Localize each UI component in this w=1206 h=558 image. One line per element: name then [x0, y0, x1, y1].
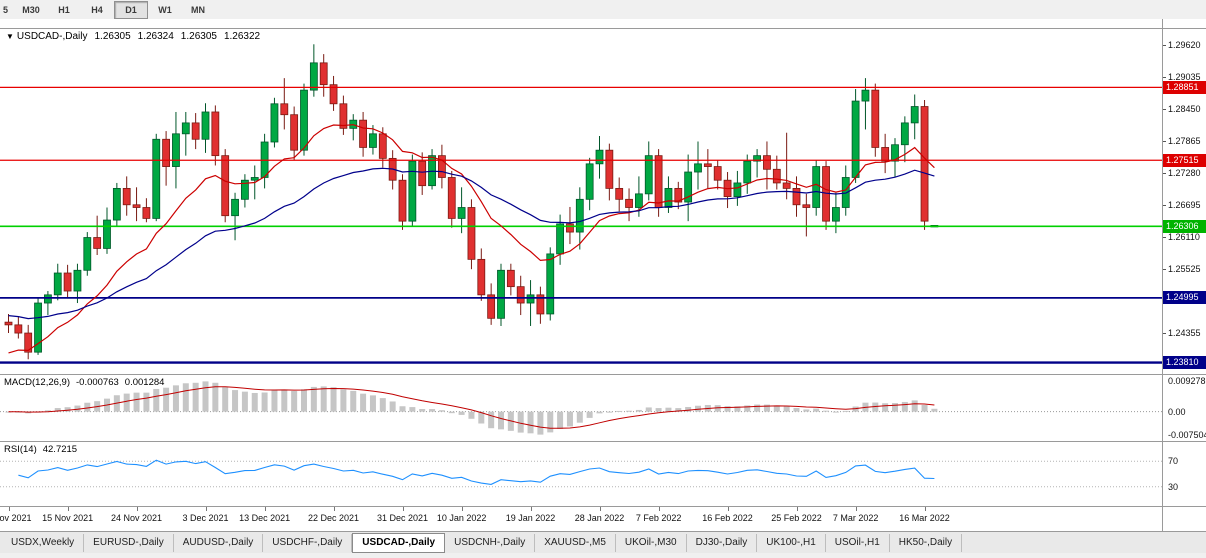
timeframe-button-d1[interactable]: D1 — [114, 0, 148, 19]
price-scale-label: 1.26110 — [1168, 231, 1200, 242]
price-scale-tick — [1163, 45, 1166, 47]
price-scale-tick — [1163, 236, 1166, 238]
timeframe-button-5[interactable]: 5 — [2, 4, 8, 15]
chart-tab-xauusd-m5[interactable]: XAUUSD-,M5 — [535, 533, 616, 552]
timeframe-toolbar: 5 M30 H1 H4 D1 W1 MN — [0, 0, 1206, 20]
price-scale-tick — [1163, 109, 1166, 111]
price-scale-tick — [1163, 205, 1166, 207]
pane-separator — [0, 506, 1206, 507]
price-badge: 1.26306 — [1163, 219, 1206, 233]
time-axis-tick — [264, 507, 266, 511]
price-scale-label: 1.24355 — [1168, 327, 1201, 338]
chart-tab-audusd-daily[interactable]: AUDUSD-,Daily — [174, 533, 264, 552]
pane-separator[interactable] — [0, 374, 1206, 375]
time-axis-label: 7 Feb 2022 — [635, 513, 682, 523]
time-axis-tick — [333, 507, 335, 511]
chart-tab-hk50-daily[interactable]: HK50-,Daily — [890, 533, 963, 552]
time-axis-label: 28 Jan 2022 — [574, 513, 625, 523]
hlines-layer — [0, 86, 1162, 364]
time-axis[interactable]: 5 Nov 2021 15 Nov 2021 24 Nov 2021 3 Dec 20… — [0, 507, 1162, 531]
chart-tab-eurusd-daily[interactable]: EURUSD-,Daily — [84, 533, 174, 552]
price-badge: 1.28851 — [1163, 80, 1206, 94]
time-axis-tick — [796, 507, 798, 511]
macd-scale-label: 0.00 — [1168, 406, 1186, 417]
chart-tab-usdcnh-daily[interactable]: USDCNH-,Daily — [445, 533, 536, 552]
timeframe-button-w1[interactable]: W1 — [158, 4, 172, 15]
price-scale-tick — [1163, 332, 1166, 334]
rsi-pane-canvas[interactable] — [0, 442, 1162, 506]
time-axis-label: 5 Nov 2021 — [0, 513, 32, 523]
macd-pane-canvas[interactable] — [0, 375, 1162, 441]
pane-separator[interactable] — [0, 441, 1206, 442]
price-scale-tick — [1163, 141, 1166, 143]
price-scale-tick — [1163, 268, 1166, 270]
price-scale-label: 1.29035 — [1168, 72, 1201, 83]
chart-tab-usdchf-daily[interactable]: USDCHF-,Daily — [263, 533, 353, 552]
time-axis-tick — [67, 507, 69, 511]
timeframe-button-h4[interactable]: H4 — [91, 4, 103, 15]
time-axis-label: 16 Feb 2022 — [702, 513, 753, 523]
time-axis-label: 10 Jan 2022 — [436, 513, 487, 523]
chart-tab-ukoil-m30[interactable]: UKOil-,M30 — [616, 533, 687, 552]
rsi-scale-label: 70 — [1168, 456, 1179, 467]
main-chart-canvas[interactable] — [0, 29, 1162, 374]
time-axis-label: 31 Dec 2021 — [376, 513, 429, 523]
macd-histogram — [5, 381, 938, 435]
macd-signal-line — [8, 386, 935, 429]
price-badge: 1.27515 — [1163, 153, 1206, 167]
time-axis-label: 7 Mar 2022 — [832, 513, 879, 523]
chart-tab-dj30-daily[interactable]: DJ30-,Daily — [687, 533, 758, 552]
ma-slow-line — [8, 167, 935, 320]
chart-tab-usdx-weekly[interactable]: USDX,Weekly — [2, 533, 85, 552]
price-scale[interactable]: 1.29620 1.29035 1.28450 1.27865 1.27280 1.266… — [1163, 19, 1206, 531]
time-axis-tick — [136, 507, 138, 511]
time-axis-label: 19 Jan 2022 — [505, 513, 556, 523]
chart-tab-usdcad-daily[interactable]: USDCAD-,Daily — [352, 532, 446, 553]
time-axis-label: 13 Dec 2021 — [239, 513, 291, 523]
chart-tab-usoil-h1[interactable]: USOil-,H1 — [826, 533, 890, 552]
price-scale-label: 1.27865 — [1168, 136, 1201, 147]
price-scale-label: 1.28450 — [1168, 104, 1201, 115]
price-scale-label: 1.26695 — [1168, 200, 1201, 211]
chart-tab-bar: USDX,Weekly EURUSD-,Daily AUDUSD-,Daily USD… — [0, 531, 1206, 553]
rsi-line — [18, 459, 935, 485]
time-axis-label: 24 Nov 2021 — [111, 513, 163, 523]
macd-scale-label: 0.009278 — [1168, 376, 1206, 386]
time-axis-tick — [205, 507, 207, 511]
chart-background — [0, 19, 1206, 531]
time-axis-tick — [599, 507, 601, 511]
time-axis-tick — [727, 507, 729, 511]
timeframe-button-m30[interactable]: M30 — [22, 4, 40, 15]
time-axis-tick — [461, 507, 463, 511]
time-axis-label: 25 Feb 2022 — [771, 513, 822, 523]
time-axis-tick — [924, 507, 926, 511]
time-axis-tick — [530, 507, 532, 511]
price-badge: 1.24995 — [1163, 291, 1206, 305]
time-axis-label: 16 Mar 2022 — [899, 513, 950, 523]
price-scale-tick — [1163, 77, 1166, 79]
price-scale-label: 1.27280 — [1168, 168, 1201, 179]
time-axis-tick — [855, 507, 857, 511]
timeframe-button-mn[interactable]: MN — [191, 4, 205, 15]
time-axis-tick — [402, 507, 404, 511]
timeframe-button-h1[interactable]: H1 — [58, 4, 70, 15]
price-scale-label: 1.25525 — [1168, 263, 1201, 274]
rsi-scale-label: 30 — [1168, 481, 1179, 492]
pane-separator — [0, 28, 1206, 29]
time-axis-tick — [8, 507, 10, 511]
time-axis-tick — [658, 507, 660, 511]
time-axis-label: 3 Dec 2021 — [182, 513, 229, 523]
candles-layer — [4, 44, 939, 360]
scale-separator — [1162, 19, 1163, 531]
price-badge: 1.23810 — [1163, 356, 1206, 370]
time-axis-label: 22 Dec 2021 — [308, 513, 360, 523]
time-axis-label: 15 Nov 2021 — [42, 513, 94, 523]
macd-scale-label: -0.007504 — [1168, 430, 1206, 440]
chart-tab-uk100-h1[interactable]: UK100-,H1 — [757, 533, 826, 552]
price-scale-label: 1.29620 — [1168, 40, 1201, 51]
ma-fast-line — [8, 124, 935, 354]
price-scale-tick — [1163, 173, 1166, 175]
